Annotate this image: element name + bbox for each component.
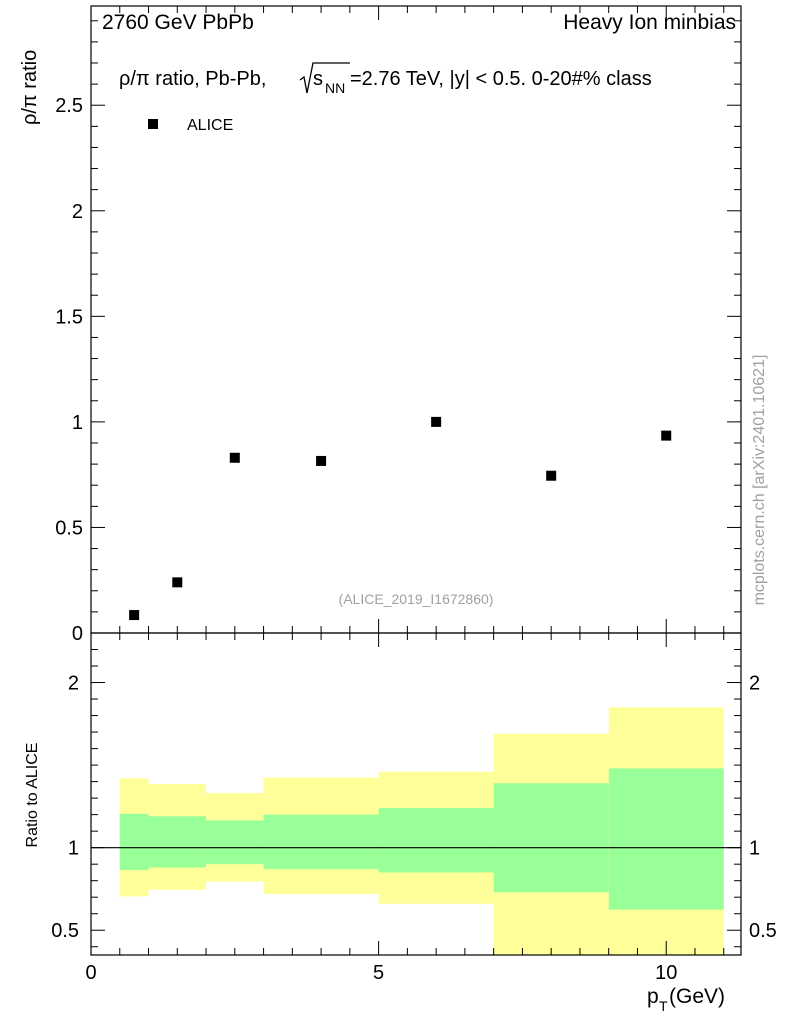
main-plot: 0 0.5 1 1.5 2 2.5 ρ/π ratio, Pb-Pb, s NN =2.7… — [19, 5, 742, 645]
main-data-points — [129, 416, 672, 621]
main-y-ticks: 0 0.5 1 1.5 2 2.5 — [55, 6, 741, 645]
main-y-tick-label: 0 — [72, 623, 83, 645]
legend-label-alice: ALICE — [187, 117, 233, 134]
x-axis-label: p — [647, 985, 659, 1008]
main-y-label: ρ/π ratio — [19, 50, 41, 125]
legend-marker — [148, 119, 158, 129]
main-title: ρ/π ratio, Pb-Pb, — [119, 68, 266, 90]
analysis-tag: (ALICE_2019_I1672860) — [339, 591, 494, 607]
x-axis-label-unit: (GeV) — [669, 985, 725, 1008]
ratio-plot-frame — [90, 632, 742, 956]
x-tick-label: 10 — [655, 962, 677, 984]
ratio-band-inner — [263, 814, 379, 870]
data-point — [546, 470, 557, 481]
x-axis-label-sub: T — [659, 998, 668, 1014]
x-axis-label-main: p — [647, 985, 659, 1008]
main-title-tail: =2.76 TeV, |y| < 0.5. 0-20#% class — [350, 68, 652, 90]
main-y-tick-label: 2 — [72, 201, 83, 223]
ratio-bands — [119, 707, 724, 955]
ratio-y-tick-label-right: 0.5 — [749, 920, 777, 942]
ratio-y-tick-label: 0.5 — [51, 920, 79, 942]
header-left: 2760 GeV PbPb — [102, 11, 254, 34]
ratio-y-label: Ratio to ALICE — [24, 743, 41, 848]
main-y-tick-label: 1.5 — [55, 306, 83, 328]
ratio-plot: 0.5 0.5 1 1 2 2 0 5 10 Ratio to ALICE p T (GeV) — [24, 632, 777, 1014]
main-title-sub: NN — [325, 80, 345, 96]
data-point — [172, 577, 183, 588]
main-title-sqrt-s: s — [313, 68, 323, 90]
ratio-y-tick-label-right: 1 — [749, 838, 760, 860]
main-plot-frame — [90, 5, 742, 634]
main-title-lead: ρ/π ratio, Pb-Pb, — [119, 68, 266, 90]
ratio-y-tick-label: 2 — [68, 673, 79, 695]
data-point — [229, 452, 240, 463]
main-y-tick-label: 1 — [72, 412, 83, 434]
x-tick-label: 5 — [373, 962, 384, 984]
ratio-band-inner — [206, 820, 264, 865]
ratio-band-inner — [608, 768, 724, 910]
data-point — [661, 430, 672, 441]
x-tick-label: 0 — [85, 962, 96, 984]
ratio-y-tick-label: 1 — [68, 838, 79, 860]
data-point — [316, 455, 327, 466]
main-y-tick-label: 0.5 — [55, 517, 83, 539]
ratio-band-inner — [378, 808, 494, 873]
header-right: Heavy Ion minbias — [563, 11, 736, 34]
ratio-band-inner — [493, 783, 609, 893]
sqrt-icon — [299, 62, 350, 94]
ratio-y-tick-label-right: 2 — [749, 673, 760, 695]
ratio-band-inner — [119, 813, 149, 870]
data-point — [431, 416, 442, 427]
main-y-tick-label: 2.5 — [55, 95, 83, 117]
data-point — [129, 610, 140, 621]
ratio-band-inner — [148, 816, 207, 868]
ratio-ticks: 0.5 0.5 1 1 2 2 0 5 10 — [51, 633, 777, 984]
watermark: mcplots.cern.ch [arXiv:2401.10621] — [751, 355, 768, 606]
